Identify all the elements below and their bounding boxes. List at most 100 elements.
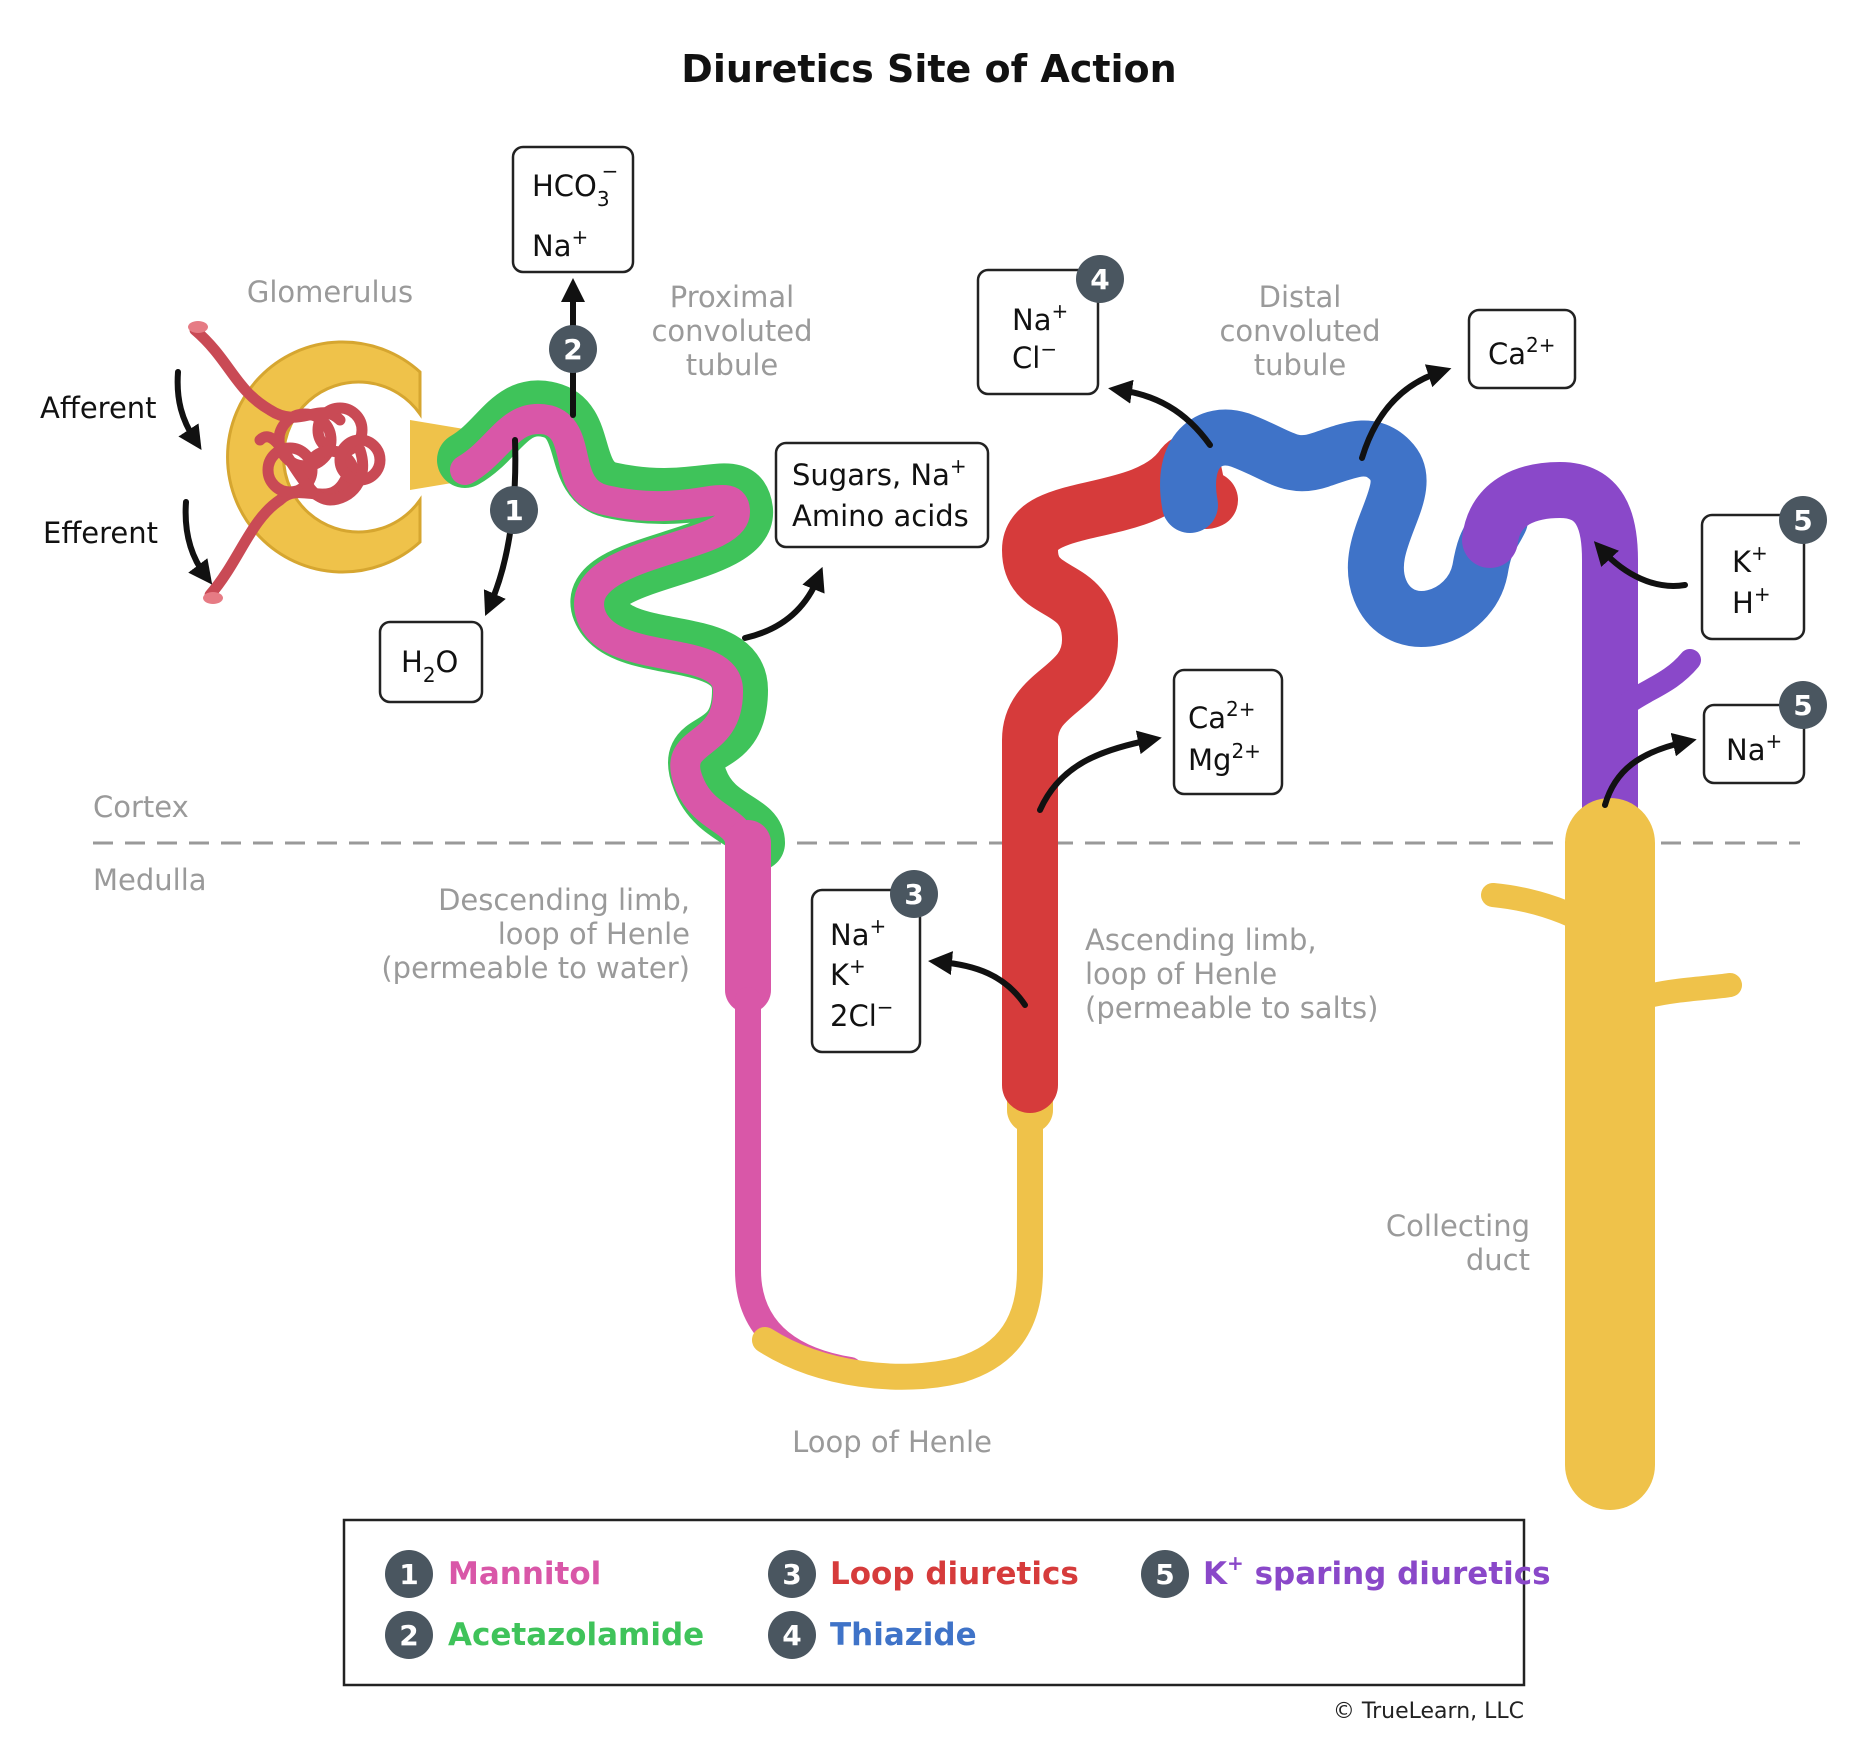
svg-text:Ca2+: Ca2+ [1188,697,1256,735]
thiazide-arrow [1108,379,1213,448]
badge-3: 3 [890,870,938,918]
dct-ca: Ca [1488,337,1526,371]
loop-2cl-sup: − [877,995,894,1019]
svg-text:5: 5 [1793,504,1812,537]
glomerulus-label: Glomerulus [247,275,413,309]
h-text: H [1732,586,1754,620]
k-text: K [1732,545,1752,579]
afferent-arrow [174,369,202,451]
sugars-text: Sugars, Na [792,458,950,492]
hco3-sub: 3 [597,187,610,211]
legend-label-thiazide: Thiazide [830,1617,977,1653]
legend-item-k-sparing: 5 K+ sparing diuretics [1141,1550,1551,1598]
distal-tubule [1160,409,1528,647]
k-h-arrow [1593,541,1688,589]
thiazide-na-sup: + [1051,299,1068,323]
svg-text:4: 4 [782,1619,801,1652]
na-text: Na [532,229,571,263]
legend-label-mannitol: Mannitol [448,1556,601,1592]
loop-k-sup: + [849,954,866,978]
proximal-tubule [437,380,785,871]
legend-label-k-sparing: sparing diuretics [1244,1556,1551,1592]
pct-label-1: Proximal [670,280,794,314]
thiazide-cl: Cl [1012,341,1040,375]
ca-mg-arrow [1037,730,1162,813]
descending-label-1: Descending limb, [438,883,690,917]
svg-text:Na+: Na+ [830,914,886,952]
badge-5-na: 5 [1779,681,1827,729]
collecting-duct-label-1: Collecting [1386,1209,1530,1243]
loop-na: Na [830,918,869,952]
h2o-o: O [436,645,459,679]
ca-mg-box: Ca2+ Mg2+ [1172,668,1284,796]
badge-5-k-h: 5 [1779,496,1827,544]
sugars-box: Sugars, Na+ Amino acids [774,441,990,549]
descending-label-2: loop of Henle [498,917,690,951]
svg-text:3: 3 [904,878,923,911]
svg-text:Mg2+: Mg2+ [1188,739,1261,777]
legend: 1 Mannitol 2 Acetazolamide 3 Loop diuret… [342,1518,1551,1687]
svg-text:Ca2+: Ca2+ [1488,333,1556,371]
legend-label-k-sup: + [1227,1551,1244,1575]
svg-text:K+ sparing diuretics: K+ sparing diuretics [1203,1551,1551,1592]
ascending-label-2: loop of Henle [1085,957,1277,991]
svg-text:3: 3 [782,1558,801,1591]
ca-sup: 2+ [1226,697,1255,721]
loop-arrow [928,951,1028,1008]
collecting-duct-label-2: duct [1466,1243,1530,1277]
ascending-label-1: Ascending limb, [1085,923,1317,957]
svg-text:Na+: Na+ [532,225,588,263]
pct-label-2: convoluted [651,314,812,348]
glomerulus [188,321,470,604]
hco3-text: HCO [532,169,597,203]
svg-text:H+: H+ [1732,582,1771,620]
svg-text:1: 1 [399,1558,418,1591]
badge-2: 2 [549,325,597,373]
sugars-sup: + [950,454,967,478]
svg-text:Cl−: Cl− [1012,337,1057,375]
h2o-sub: 2 [423,663,436,687]
loop-ions-box: Na+ K+ 2Cl− [810,888,922,1054]
svg-text:2Cl−: 2Cl− [830,995,894,1033]
svg-text:Na+: Na+ [1726,729,1782,767]
svg-text:Na+: Na+ [1012,299,1068,337]
medulla-label: Medulla [93,863,207,897]
svg-text:5: 5 [1793,689,1812,722]
na-sup: + [571,225,588,249]
legend-item-acetazolamide: 2 Acetazolamide [385,1611,704,1659]
mg-sup: 2+ [1231,739,1260,763]
loop-k: K [830,958,850,992]
collecting-duct [1462,462,1742,1510]
svg-text:2: 2 [563,333,582,366]
svg-text:H2O: H2O [401,645,458,687]
svg-text:1: 1 [504,494,523,527]
na-cd-sup: + [1765,729,1782,753]
dct-ca-sup: 2+ [1526,333,1555,357]
svg-text:Sugars, Na+: Sugars, Na+ [792,454,967,492]
hco3-na-box: HCO3 − Na+ [511,145,635,274]
svg-text:K+: K+ [830,954,866,992]
na-cd-box: Na+ [1702,703,1806,785]
na-cd-text: Na [1726,733,1765,767]
descending-label-3: (permeable to water) [381,951,690,985]
k-sup: + [1751,541,1768,565]
loop-2cl: 2Cl [830,999,877,1033]
efferent-arrow [182,499,213,585]
k-h-box: K+ H+ [1700,513,1806,641]
hco3-sup: − [602,159,619,183]
pct-label-3: tubule [686,348,778,382]
loop-na-sup: + [869,914,886,938]
cortex-label: Cortex [93,790,189,824]
amino-acids-text: Amino acids [792,499,969,533]
sugars-arrow [742,566,825,641]
svg-text:K+: K+ [1732,541,1768,579]
legend-item-loop-diuretics: 3 Loop diuretics [768,1550,1079,1598]
h2o-box: H2O [378,620,484,704]
efferent-label: Efferent [43,516,158,550]
legend-label-loop-diuretics: Loop diuretics [830,1556,1079,1592]
dct-ca-box: Ca2+ [1467,308,1577,390]
legend-item-thiazide: 4 Thiazide [768,1611,977,1659]
badge-4: 4 [1076,255,1124,303]
thiazide-ions-box: Na+ Cl− [976,268,1100,396]
thiazide-na: Na [1012,303,1051,337]
